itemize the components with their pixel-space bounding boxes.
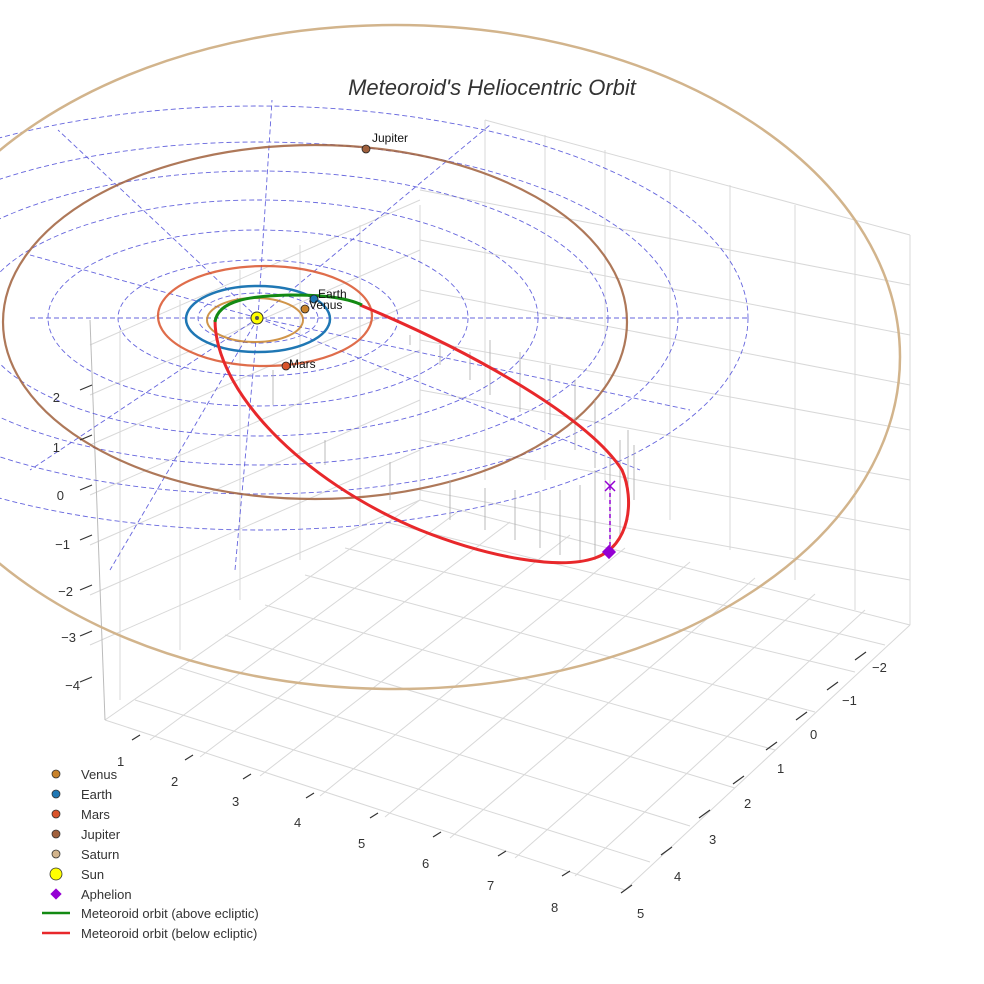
legend-jupiter-marker [51,829,61,839]
earth-marker [309,294,319,304]
right-tick-label: 3 [709,832,716,847]
left-tick-label: −1 [55,537,70,552]
right-tick-label: 0 [810,727,817,742]
legend-orbit-above-label: Meteoroid orbit (above ecliptic) [81,906,259,921]
chart-title: Meteoroid's Heliocentric Orbit [348,75,637,100]
legend-jupiter-label: Jupiter [81,827,121,842]
box-grid [89,119,911,891]
left-tick-label: −2 [58,584,73,599]
left-tick-label: −3 [61,630,76,645]
right-tick-label: 2 [744,796,751,811]
right-tick-label: −1 [842,693,857,708]
legend-venus-marker [51,769,61,779]
left-tick-label: 0 [57,488,64,503]
left-tick-label: −4 [65,678,80,693]
aphelion-projection-marker [604,480,616,492]
bottom-tick-label: 3 [232,794,239,809]
legend-earth-marker [51,789,61,799]
bottom-tick-label: 2 [171,774,178,789]
bottom-tick-label: 1 [117,754,124,769]
right-tick-label: 5 [637,906,644,921]
ecliptic-grid [0,99,750,571]
venus-label: Venus [309,298,342,312]
legend-orbit-below-label: Meteoroid orbit (below ecliptic) [81,926,257,941]
aphelion-marker [601,544,617,560]
jupiter-marker [361,144,371,154]
right-tick-label: 4 [674,869,681,884]
mars-orbit [156,264,374,368]
bottom-tick-label: 7 [487,878,494,893]
saturn-orbit [0,23,902,691]
left-tick-label: 1 [53,440,60,455]
bottom-tick-label: 5 [358,836,365,851]
mars-label: Mars [289,357,316,371]
right-tick-label: 1 [777,761,784,776]
jupiter-orbit [1,143,629,501]
right-axis [620,651,867,894]
legend-venus-label: Venus [81,767,118,782]
left-axis [79,384,93,683]
bottom-tick-label: 6 [422,856,429,871]
venus-marker [300,304,310,314]
legend-sun-marker [49,867,63,881]
sun-core [255,316,259,320]
legend: Venus Earth Mars Jupiter Saturn Sun Aphe… [42,767,259,941]
legend-sun-label: Sun [81,867,104,882]
meteoroid-orbit-above [213,293,363,323]
mars-marker [281,361,291,371]
legend-aphelion-label: Aphelion [81,887,132,902]
legend-mars-label: Mars [81,807,110,822]
left-tick-label: 2 [53,390,60,405]
earth-orbit [184,284,332,354]
legend-mars-marker [51,809,61,819]
bottom-tick-label: 4 [294,815,301,830]
legend-aphelion-marker [50,888,62,900]
bottom-tick-label: 8 [551,900,558,915]
meteoroid-orbit-below [213,303,630,565]
legend-saturn-marker [51,849,61,859]
bottom-axis [131,734,571,877]
earth-label: Earth [318,287,347,301]
right-tick-label: −2 [872,660,887,675]
legend-earth-label: Earth [81,787,112,802]
legend-saturn-label: Saturn [81,847,119,862]
jupiter-label: Jupiter [372,131,408,145]
